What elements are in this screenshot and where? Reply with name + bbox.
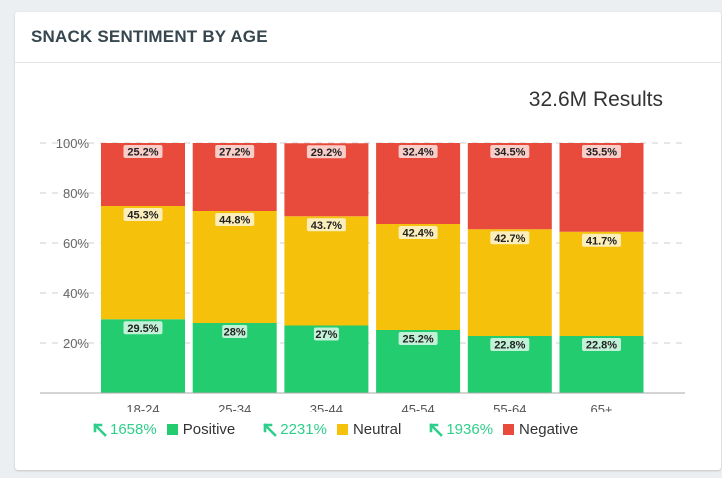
data-label: 22.8% (494, 340, 525, 352)
data-label-bg (398, 145, 438, 158)
x-tick-label: 45-54 (401, 402, 434, 412)
data-label-bg (222, 325, 248, 338)
results-count: 32.6M Results (528, 88, 663, 111)
data-label-bg (398, 226, 438, 239)
card-header: SNACK SENTIMENT BY AGE (15, 12, 721, 63)
chart-legend: 1658% Positive 2231% Neutral 1936% Negative (93, 421, 606, 438)
legend-item-neutral[interactable]: 2231% Neutral (263, 421, 401, 438)
legend-swatch (336, 424, 348, 435)
data-label: 43.7% (311, 220, 342, 232)
trend-up-arrow-icon (93, 422, 107, 437)
x-tick-label: 35-44 (310, 402, 343, 412)
bar-segment (284, 216, 369, 326)
trend-indicator: 2231% (263, 421, 327, 438)
y-tick-label: 60% (63, 236, 89, 251)
data-label: 42.4% (402, 228, 433, 240)
data-label: 41.7% (586, 235, 617, 247)
bar-segment (192, 211, 277, 323)
data-label: 29.2% (311, 147, 342, 159)
data-label-bg (123, 208, 163, 221)
data-label: 27% (315, 329, 337, 341)
data-label: 29.5% (127, 323, 158, 335)
bar-segment (101, 206, 185, 320)
trend-value: 2231% (280, 421, 327, 438)
data-label: 35.5% (586, 147, 617, 159)
data-label-bg (582, 145, 621, 158)
data-label-bg (582, 233, 621, 247)
bar-segment (467, 229, 552, 336)
data-label: 42.7% (494, 233, 525, 245)
x-tick-label: 18-24 (126, 402, 159, 412)
data-label-bg (306, 145, 346, 159)
trend-value: 1658% (110, 421, 157, 438)
legend-label: Negative (519, 421, 579, 438)
y-tick-label: 80% (63, 186, 89, 201)
sentiment-card: SNACK SENTIMENT BY AGE 32.6M Results 20%… (15, 12, 721, 470)
data-label: 45.3% (127, 210, 158, 222)
y-tick-label: 20% (63, 336, 89, 351)
legend-swatch (503, 424, 515, 435)
bar-segment (376, 224, 461, 330)
data-label-bg (490, 338, 530, 351)
data-label-bg (313, 327, 339, 341)
x-tick-label: 65+ (590, 402, 612, 412)
legend-label: Neutral (352, 421, 402, 438)
data-label-bg (123, 321, 163, 335)
data-label-bg (123, 145, 163, 158)
x-tick-label: 55-64 (493, 402, 526, 412)
data-label-bg (490, 145, 530, 158)
legend-swatch (166, 424, 178, 435)
data-label-bg (582, 338, 621, 351)
data-label-bg (215, 213, 255, 226)
data-label: 25.2% (127, 147, 158, 159)
data-label-bg (398, 332, 438, 345)
data-label: 22.8% (586, 340, 617, 352)
data-label: 32.4% (402, 147, 433, 159)
data-label-bg (306, 218, 346, 232)
data-label: 25.2% (402, 334, 433, 346)
data-label: 27.2% (219, 147, 250, 159)
trend-up-arrow-icon (263, 422, 278, 437)
legend-item-positive[interactable]: 1658% Positive (93, 421, 235, 438)
trend-up-arrow-icon (429, 422, 444, 437)
bar-segment (559, 231, 644, 336)
card-title: SNACK SENTIMENT BY AGE (31, 27, 268, 46)
data-label-bg (215, 145, 255, 158)
stacked-bar-chart: 20% 40% 60% 80% 100% 29.5% 45.3% 25.2% 18-24 28% 4… (40, 136, 685, 412)
data-label: 44.8% (219, 215, 250, 227)
data-label: 34.5% (494, 147, 525, 159)
y-tick-label: 40% (63, 286, 89, 301)
data-label-bg (490, 231, 530, 245)
trend-indicator: 1658% (93, 421, 157, 438)
legend-item-negative[interactable]: 1936% Negative (429, 421, 578, 438)
trend-value: 1936% (446, 421, 494, 438)
legend-label: Positive (182, 421, 236, 438)
x-tick-label: 25-34 (218, 402, 251, 412)
data-label: 28% (224, 327, 246, 339)
trend-indicator: 1936% (429, 421, 493, 438)
y-tick-label: 100% (56, 136, 90, 151)
